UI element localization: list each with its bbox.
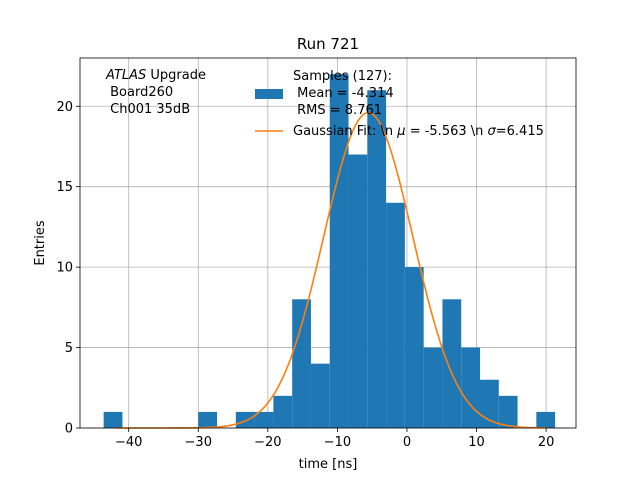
y-tick-label: 5: [65, 341, 73, 356]
x-axis-label: time [ns]: [299, 457, 358, 472]
plot-frame: [79, 57, 577, 429]
x-tick-label: −10: [324, 435, 351, 450]
legend-hist-swatch: [255, 89, 283, 99]
x-tick-label: −30: [185, 435, 212, 450]
histogram-bar: [367, 90, 387, 428]
y-tick-label: 0: [65, 422, 73, 437]
y-tick-label: 15: [56, 180, 73, 195]
annotation-line-3: Ch001 35dB: [106, 102, 190, 117]
x-tick-label: 0: [403, 435, 411, 450]
legend-fit-suffix: =6.415: [496, 124, 544, 139]
histogram-bar: [423, 347, 443, 428]
histogram-bar: [536, 411, 556, 428]
histogram-bars: [103, 74, 556, 429]
legend-fit-mid: = -5.563 \n: [406, 124, 488, 139]
histogram-bar: [198, 411, 218, 428]
x-tick-label: 20: [538, 435, 555, 450]
x-axis-ticks: −40 −30 −20 −10 0 10 20: [115, 428, 554, 450]
legend-fit-label: Gaussian Fit: \n μ = -5.563 \n σ=6.415: [293, 124, 544, 139]
annotation-line-2: Board260: [106, 85, 173, 100]
histogram-bar: [310, 363, 330, 428]
legend-fit-prefix: Gaussian Fit: \n: [293, 124, 397, 139]
histogram-bar: [461, 347, 480, 428]
histogram-bar: [386, 202, 405, 428]
annotation-atlas: ATLAS: [105, 68, 146, 83]
y-tick-label: 10: [56, 261, 73, 276]
y-axis-ticks: 0 5 10 15 20: [56, 100, 80, 437]
legend-fit-sigma: σ: [488, 124, 497, 139]
histogram-bar: [348, 154, 368, 429]
atlas-annotation: ATLAS Upgrade Board260 Ch001 35dB: [105, 68, 206, 117]
histogram-bar: [404, 267, 424, 428]
histogram-bar: [235, 411, 255, 428]
legend-hist-line-3: RMS = 8.761: [293, 103, 382, 118]
histogram-bar: [292, 299, 311, 428]
x-tick-label: 10: [468, 435, 485, 450]
annotation-upgrade: Upgrade: [146, 68, 206, 83]
legend: Samples (127): Mean = -4.314 RMS = 8.761…: [255, 69, 544, 139]
histogram-bar: [498, 395, 518, 428]
histogram-bar: [329, 74, 349, 428]
chart-title: Run 721: [297, 35, 359, 53]
x-tick-label: −20: [254, 435, 281, 450]
annotation-line-1: ATLAS Upgrade: [105, 68, 206, 83]
legend-hist-line-2: Mean = -4.314: [293, 86, 394, 101]
histogram-bar: [480, 379, 499, 428]
legend-hist-line-1: Samples (127):: [293, 69, 392, 84]
y-tick-label: 20: [56, 100, 73, 115]
y-axis-label: Entries: [33, 220, 48, 266]
histogram-bar: [103, 411, 123, 428]
legend-fit-mu: μ: [396, 124, 405, 139]
x-tick-label: −40: [115, 435, 142, 450]
histogram-bar: [254, 411, 274, 428]
histogram-bar: [273, 395, 293, 428]
histogram-bar: [442, 299, 462, 428]
